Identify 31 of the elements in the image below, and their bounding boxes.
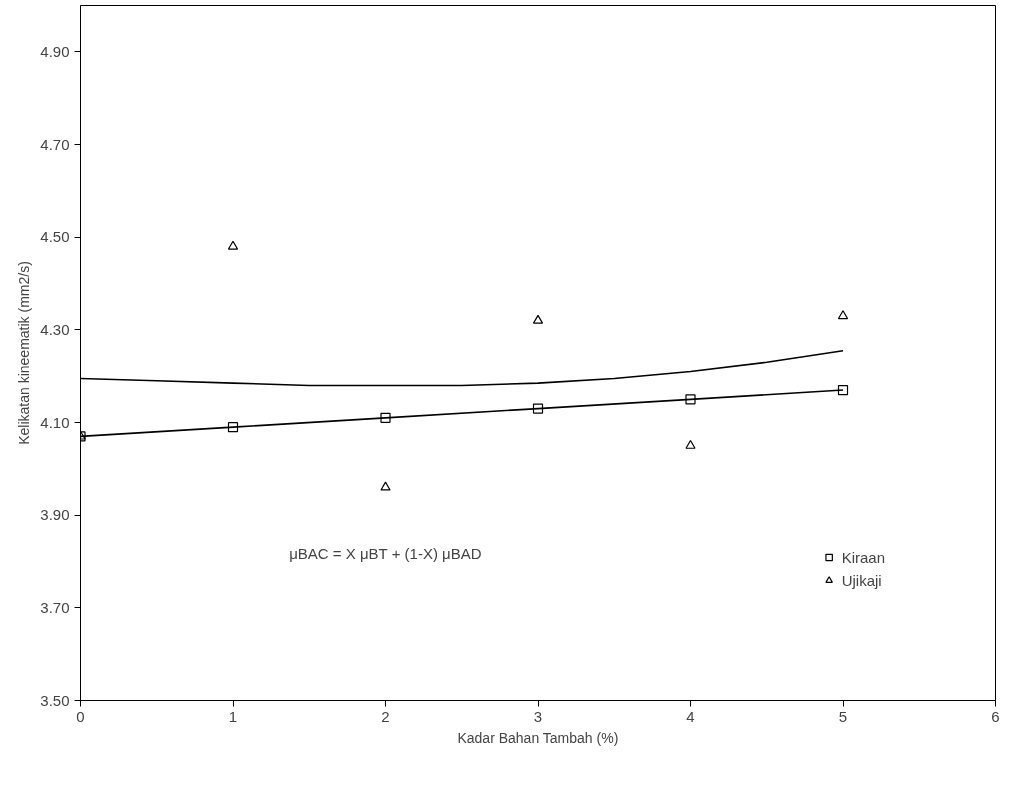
y-tick-label: 3.50 bbox=[40, 691, 70, 709]
x-tick-label: 5 bbox=[838, 707, 848, 725]
point bbox=[380, 481, 391, 491]
point bbox=[837, 310, 849, 320]
x-tick-label: 0 bbox=[76, 707, 85, 725]
y-tick-label: 4.50 bbox=[40, 228, 70, 246]
x-tick-label: 4 bbox=[686, 707, 695, 725]
y-tick-label: 4.30 bbox=[40, 320, 70, 338]
point bbox=[685, 394, 696, 405]
x-tick-label: 1 bbox=[228, 707, 238, 725]
y-tick-label: 3.70 bbox=[40, 598, 70, 616]
point bbox=[227, 240, 239, 250]
x-tick-label: 3 bbox=[533, 707, 543, 725]
y-axis-title: Kelikatan kineematik (mm2/s) bbox=[16, 261, 33, 445]
y-tick-label: 4.70 bbox=[40, 135, 70, 153]
annotation: μBAC = X μBT + (1-X) μBAD bbox=[289, 544, 482, 562]
point bbox=[837, 384, 849, 396]
legend-label: Kiraan bbox=[841, 548, 885, 566]
point bbox=[685, 439, 696, 449]
x-tick-label: 6 bbox=[991, 707, 1000, 725]
x-axis-title: Kadar Bahan Tambah (%) bbox=[457, 729, 619, 746]
x-tick-label: 2 bbox=[381, 707, 390, 725]
line-series bbox=[80, 349, 844, 387]
point bbox=[227, 422, 239, 433]
y-tick-label: 4.10 bbox=[40, 413, 70, 431]
point bbox=[532, 403, 544, 414]
y-tick-label: 4.90 bbox=[40, 42, 70, 60]
y-tick-label: 3.90 bbox=[40, 506, 70, 524]
point bbox=[380, 412, 391, 423]
point bbox=[532, 314, 544, 324]
legend-label: Ujikaji bbox=[841, 571, 882, 589]
